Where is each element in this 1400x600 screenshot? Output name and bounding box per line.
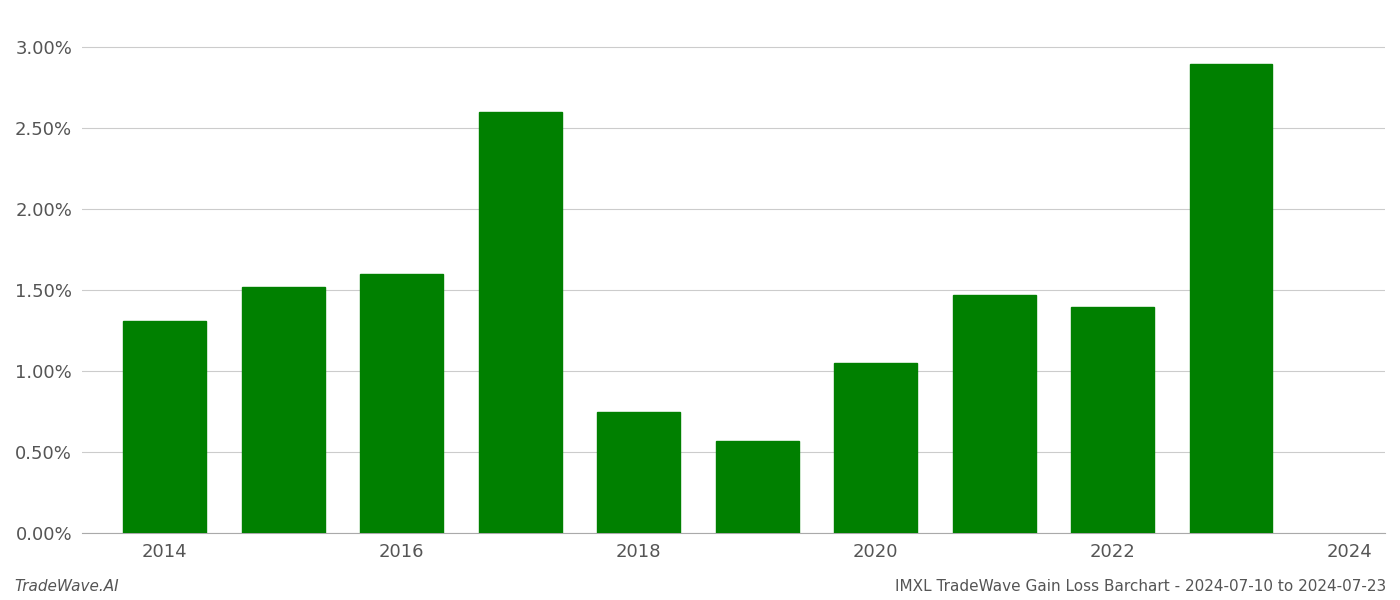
Bar <box>123 321 206 533</box>
Text: TradeWave.AI: TradeWave.AI <box>14 579 119 594</box>
Bar <box>360 274 444 533</box>
Bar <box>598 412 680 533</box>
Bar <box>715 441 798 533</box>
Bar <box>952 295 1036 533</box>
Bar <box>1190 64 1273 533</box>
Text: IMXL TradeWave Gain Loss Barchart - 2024-07-10 to 2024-07-23: IMXL TradeWave Gain Loss Barchart - 2024… <box>895 579 1386 594</box>
Bar <box>242 287 325 533</box>
Bar <box>1071 307 1154 533</box>
Bar <box>479 112 561 533</box>
Bar <box>834 363 917 533</box>
